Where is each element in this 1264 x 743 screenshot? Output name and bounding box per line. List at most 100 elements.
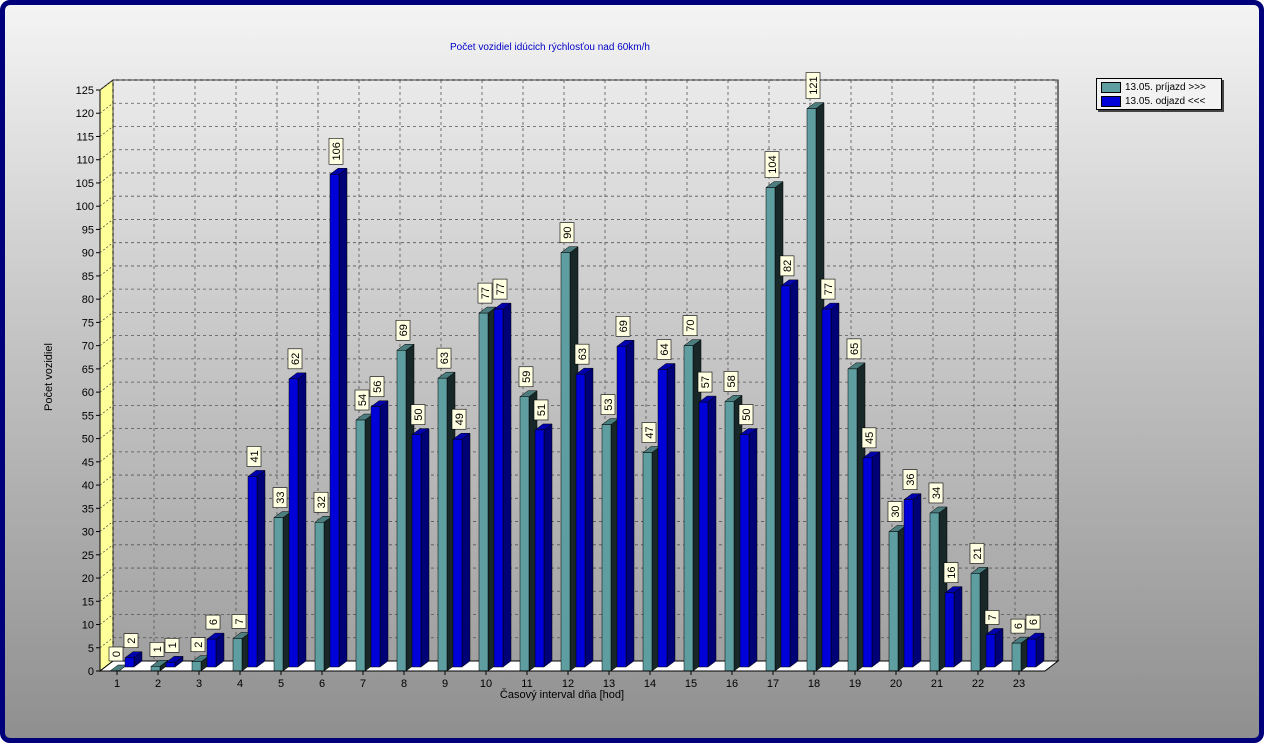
bar-departure: [534, 423, 553, 668]
data-label-box: [820, 278, 836, 300]
data-label-text: 49: [454, 413, 466, 425]
bar-side: [871, 451, 881, 668]
data-label-text: 77: [495, 283, 507, 295]
bar-departure: [985, 627, 1004, 668]
bar-arrival: [847, 362, 866, 672]
data-label-text: 51: [536, 404, 548, 416]
data-label-box: [984, 610, 1000, 625]
x-tick-label: 4: [237, 678, 243, 690]
y-tick-label: 5: [88, 643, 94, 655]
data-label-text: 50: [741, 408, 753, 420]
bar-front: [806, 108, 817, 672]
x-tick-label: 1: [114, 678, 120, 690]
data-label-arrival: 59: [518, 366, 534, 388]
data-label-box: [902, 469, 918, 490]
gridline-wall: [99, 195, 114, 207]
bar-front: [437, 377, 448, 672]
legend-label-arrival: 13.05. príjazd >>>: [1125, 82, 1206, 93]
data-label-departure: 7: [984, 610, 1000, 625]
gridline-wall: [99, 474, 114, 486]
legend-item-departure: 13.05. odjazd <<<: [1101, 95, 1205, 108]
data-label-departure: 41: [246, 446, 262, 467]
bar-front: [739, 434, 750, 668]
gridline-wall: [99, 149, 114, 161]
x-tick-label: 17: [767, 678, 779, 690]
data-label-text: 45: [864, 432, 876, 444]
legend-label-departure: 13.05. odjazd <<<: [1125, 96, 1206, 107]
bar-front: [411, 434, 422, 668]
data-label-departure: 77: [820, 278, 836, 300]
bar-arrival: [929, 506, 948, 672]
data-label-text: 62: [290, 353, 302, 365]
x-tick-label: 22: [972, 678, 984, 690]
bar-front: [288, 378, 299, 668]
bar-front: [452, 438, 463, 668]
bar-front: [355, 419, 366, 672]
bar-arrival: [560, 246, 579, 672]
bar-side: [994, 627, 1004, 668]
y-tick-label: 115: [76, 131, 94, 143]
data-label-departure: 49: [451, 408, 467, 430]
bar-front: [206, 638, 217, 668]
bar-arrival: [478, 306, 497, 672]
data-label-text: 82: [782, 260, 794, 272]
bar-side: [461, 432, 471, 668]
gridline-wall: [99, 358, 114, 370]
data-label-text: 77: [823, 283, 835, 295]
data-label-box: [272, 487, 288, 508]
bar-front: [698, 401, 709, 668]
bar-arrival: [355, 413, 374, 672]
y-tick-label: 40: [82, 480, 94, 492]
data-label-arrival: 70: [682, 315, 698, 336]
data-label-text: 6: [1013, 623, 1025, 629]
bar-arrival: [601, 418, 620, 672]
y-tick-label: 60: [82, 387, 94, 399]
gridline-wall: [99, 451, 114, 463]
gridline-wall: [99, 590, 114, 602]
gridline-wall: [99, 219, 114, 230]
data-label-arrival: 47: [641, 422, 657, 443]
bar-front: [124, 657, 135, 668]
bar-side: [297, 372, 307, 668]
data-label-departure: 82: [779, 255, 795, 277]
bar-departure: [944, 586, 963, 668]
legend-swatch-departure: [1101, 96, 1121, 107]
gridline-wall: [99, 242, 114, 253]
y-tick-label: 15: [82, 596, 94, 608]
data-label-departure: 69: [615, 315, 631, 337]
data-label-box: [682, 315, 698, 336]
gridline-wall: [99, 521, 114, 532]
bar-side: [502, 302, 512, 668]
left-wall: [99, 78, 114, 673]
gridline-wall: [99, 498, 114, 509]
bar-arrival: [806, 102, 825, 672]
data-label-departure: 106: [328, 138, 344, 165]
bar-front: [1026, 638, 1037, 668]
bar-departure: [165, 655, 184, 668]
data-label-arrival: 32: [313, 491, 329, 513]
data-label-departure: 64: [656, 339, 672, 360]
gridline-wall: [99, 567, 114, 579]
bar-front: [314, 522, 325, 672]
chart-title: Počet vozidiel idúcich rýchlosťou nad 60…: [450, 42, 650, 53]
bar-front: [165, 662, 176, 668]
data-label-text: 77: [480, 287, 492, 299]
data-label-box: [108, 646, 124, 662]
x-axis-label: Časový interval dňa [hod]: [500, 688, 624, 701]
data-label-text: 53: [603, 399, 615, 411]
bar-front: [247, 476, 258, 668]
data-label-box: [492, 278, 508, 300]
bar-departure: [616, 339, 635, 668]
legend-swatch-arrival: [1101, 82, 1121, 93]
bar-departure: [493, 302, 512, 668]
data-label-box: [1025, 614, 1041, 630]
bar-departure: [575, 367, 594, 668]
data-label-box: [738, 404, 754, 425]
data-label-arrival: 104: [764, 151, 780, 178]
bar-front: [396, 350, 407, 672]
bar-side: [338, 167, 348, 668]
data-label-text: 57: [700, 376, 712, 388]
bar-front: [560, 252, 571, 672]
bar-arrival: [642, 446, 661, 672]
data-label-box: [969, 543, 985, 564]
